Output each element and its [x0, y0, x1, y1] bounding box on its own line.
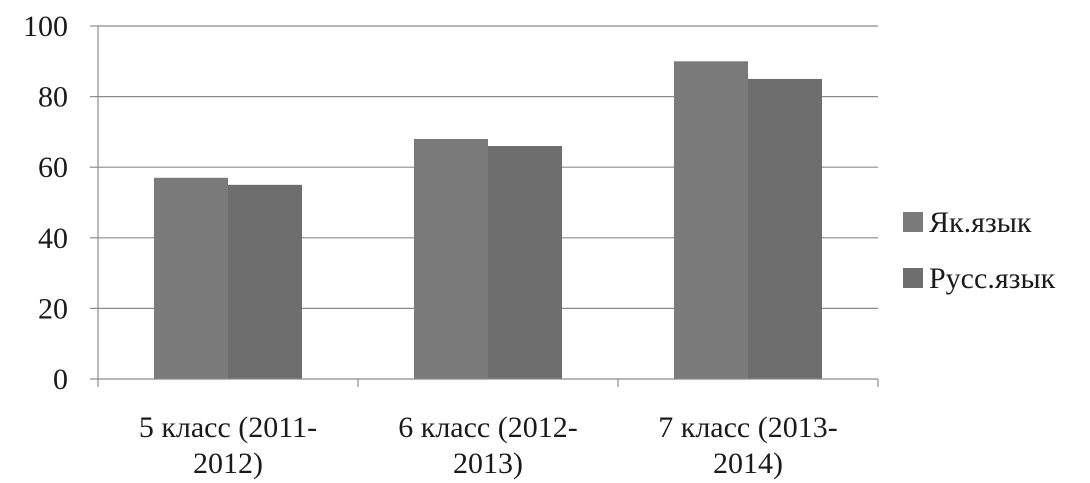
y-tick-label: 100 — [23, 10, 68, 43]
bar-1-1 — [154, 177, 228, 379]
legend: Як.язык Русс.язык — [903, 206, 1056, 295]
y-tick-label: 40 — [38, 222, 68, 255]
x-tick-label-line: 2013) — [453, 447, 523, 480]
bar-2-2 — [488, 146, 562, 379]
x-axis-ticks: 5 класс (2011-2012) 6 класс (2012-2013) 7 … — [97, 379, 879, 480]
x-tick-label: 7 класс (2013-2014) — [658, 411, 837, 480]
y-tick-label: 80 — [38, 81, 68, 114]
bar-1-2 — [414, 138, 488, 379]
axes — [97, 26, 878, 380]
x-tick-label: 5 класс (2011-2012) — [139, 411, 317, 480]
legend-label: Як.язык — [929, 206, 1032, 239]
bars — [154, 61, 822, 380]
y-axis-ticks: 0 20 40 60 80 100 — [23, 10, 98, 396]
bar-2-1 — [228, 184, 302, 379]
bar-1-3 — [674, 61, 748, 380]
bar-2-3 — [748, 78, 822, 379]
x-tick-label-line: 6 класс (2012- — [398, 411, 577, 444]
y-tick-label: 0 — [53, 363, 68, 396]
x-tick-label: 6 класс (2012-2013) — [398, 411, 577, 480]
x-tick-label-line: 7 класс (2013- — [658, 411, 837, 444]
legend-swatch — [903, 212, 923, 232]
y-tick-label: 60 — [38, 151, 68, 184]
legend-label: Русс.язык — [929, 262, 1056, 295]
x-tick-label-line: 5 класс (2011- — [139, 411, 317, 444]
x-tick-label-line: 2012) — [193, 447, 263, 480]
y-tick-label: 20 — [38, 292, 68, 325]
legend-swatch — [903, 268, 923, 288]
x-tick-label-line: 2014) — [713, 447, 783, 480]
